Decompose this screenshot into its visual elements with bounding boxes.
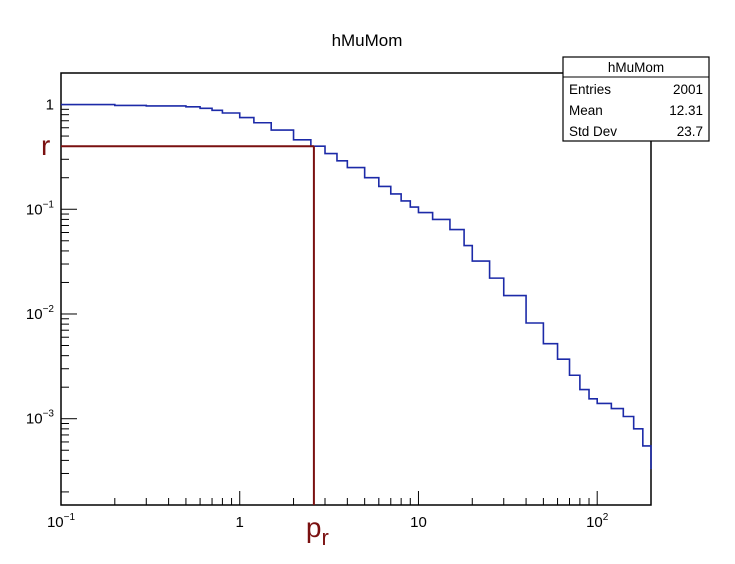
y-tick-label-base: 10: [26, 411, 43, 428]
x-tick-label: 102: [586, 512, 609, 531]
y-tick-label: 10−3: [26, 409, 55, 428]
plot-frame: [60, 72, 652, 506]
x-tick-label: 10: [410, 514, 427, 531]
x-tick-label-base: 10: [410, 514, 427, 531]
series-layer: [61, 103, 652, 470]
x-tick-label-base: 10: [47, 514, 64, 531]
annotation-layer: rpr: [41, 130, 329, 550]
stats-stddev-value: 23.7: [677, 124, 703, 139]
y-tick-label: 10−2: [26, 304, 55, 323]
y-tick-label-exp: −1: [43, 199, 55, 210]
pr-label-base: p: [306, 512, 322, 543]
stats-box: hMuMom Entries 2001 Mean 12.31 Std Dev 2…: [562, 56, 710, 142]
series-line: [61, 103, 652, 470]
y-tick-label-base: 10: [26, 306, 43, 323]
y-tick-label-base: 1: [46, 97, 54, 114]
stats-mean-label: Mean: [569, 103, 603, 118]
y-axis: 110−110−210−3: [26, 72, 77, 493]
r-label: r: [41, 130, 50, 161]
pr-label-sub: r: [321, 525, 328, 550]
y-tick-label: 1: [46, 97, 54, 114]
x-tick-label-exp: −1: [64, 512, 76, 523]
stats-stddev-label: Std Dev: [569, 124, 617, 139]
y-tick-label-base: 10: [26, 201, 43, 218]
x-tick-label-base: 1: [236, 514, 244, 531]
x-tick-label: 1: [236, 514, 244, 531]
x-axis: 10−1 1 10 102: [47, 491, 652, 531]
stats-mean-value: 12.31: [669, 103, 703, 118]
y-tick-label: 10−1: [26, 199, 55, 218]
chart-title: hMuMom: [332, 31, 403, 50]
y-tick-label-exp: −3: [43, 409, 55, 420]
stats-title: hMuMom: [608, 60, 664, 75]
y-tick-label-exp: −2: [43, 304, 55, 315]
x-tick-label: 10−1: [47, 512, 76, 531]
stats-box-frame: [562, 56, 710, 142]
x-tick-label-base: 10: [586, 514, 603, 531]
x-tick-label-exp: 2: [603, 512, 609, 523]
stats-entries-value: 2001: [673, 82, 703, 97]
pr-label: pr: [306, 512, 329, 550]
stats-entries-label: Entries: [569, 82, 611, 97]
